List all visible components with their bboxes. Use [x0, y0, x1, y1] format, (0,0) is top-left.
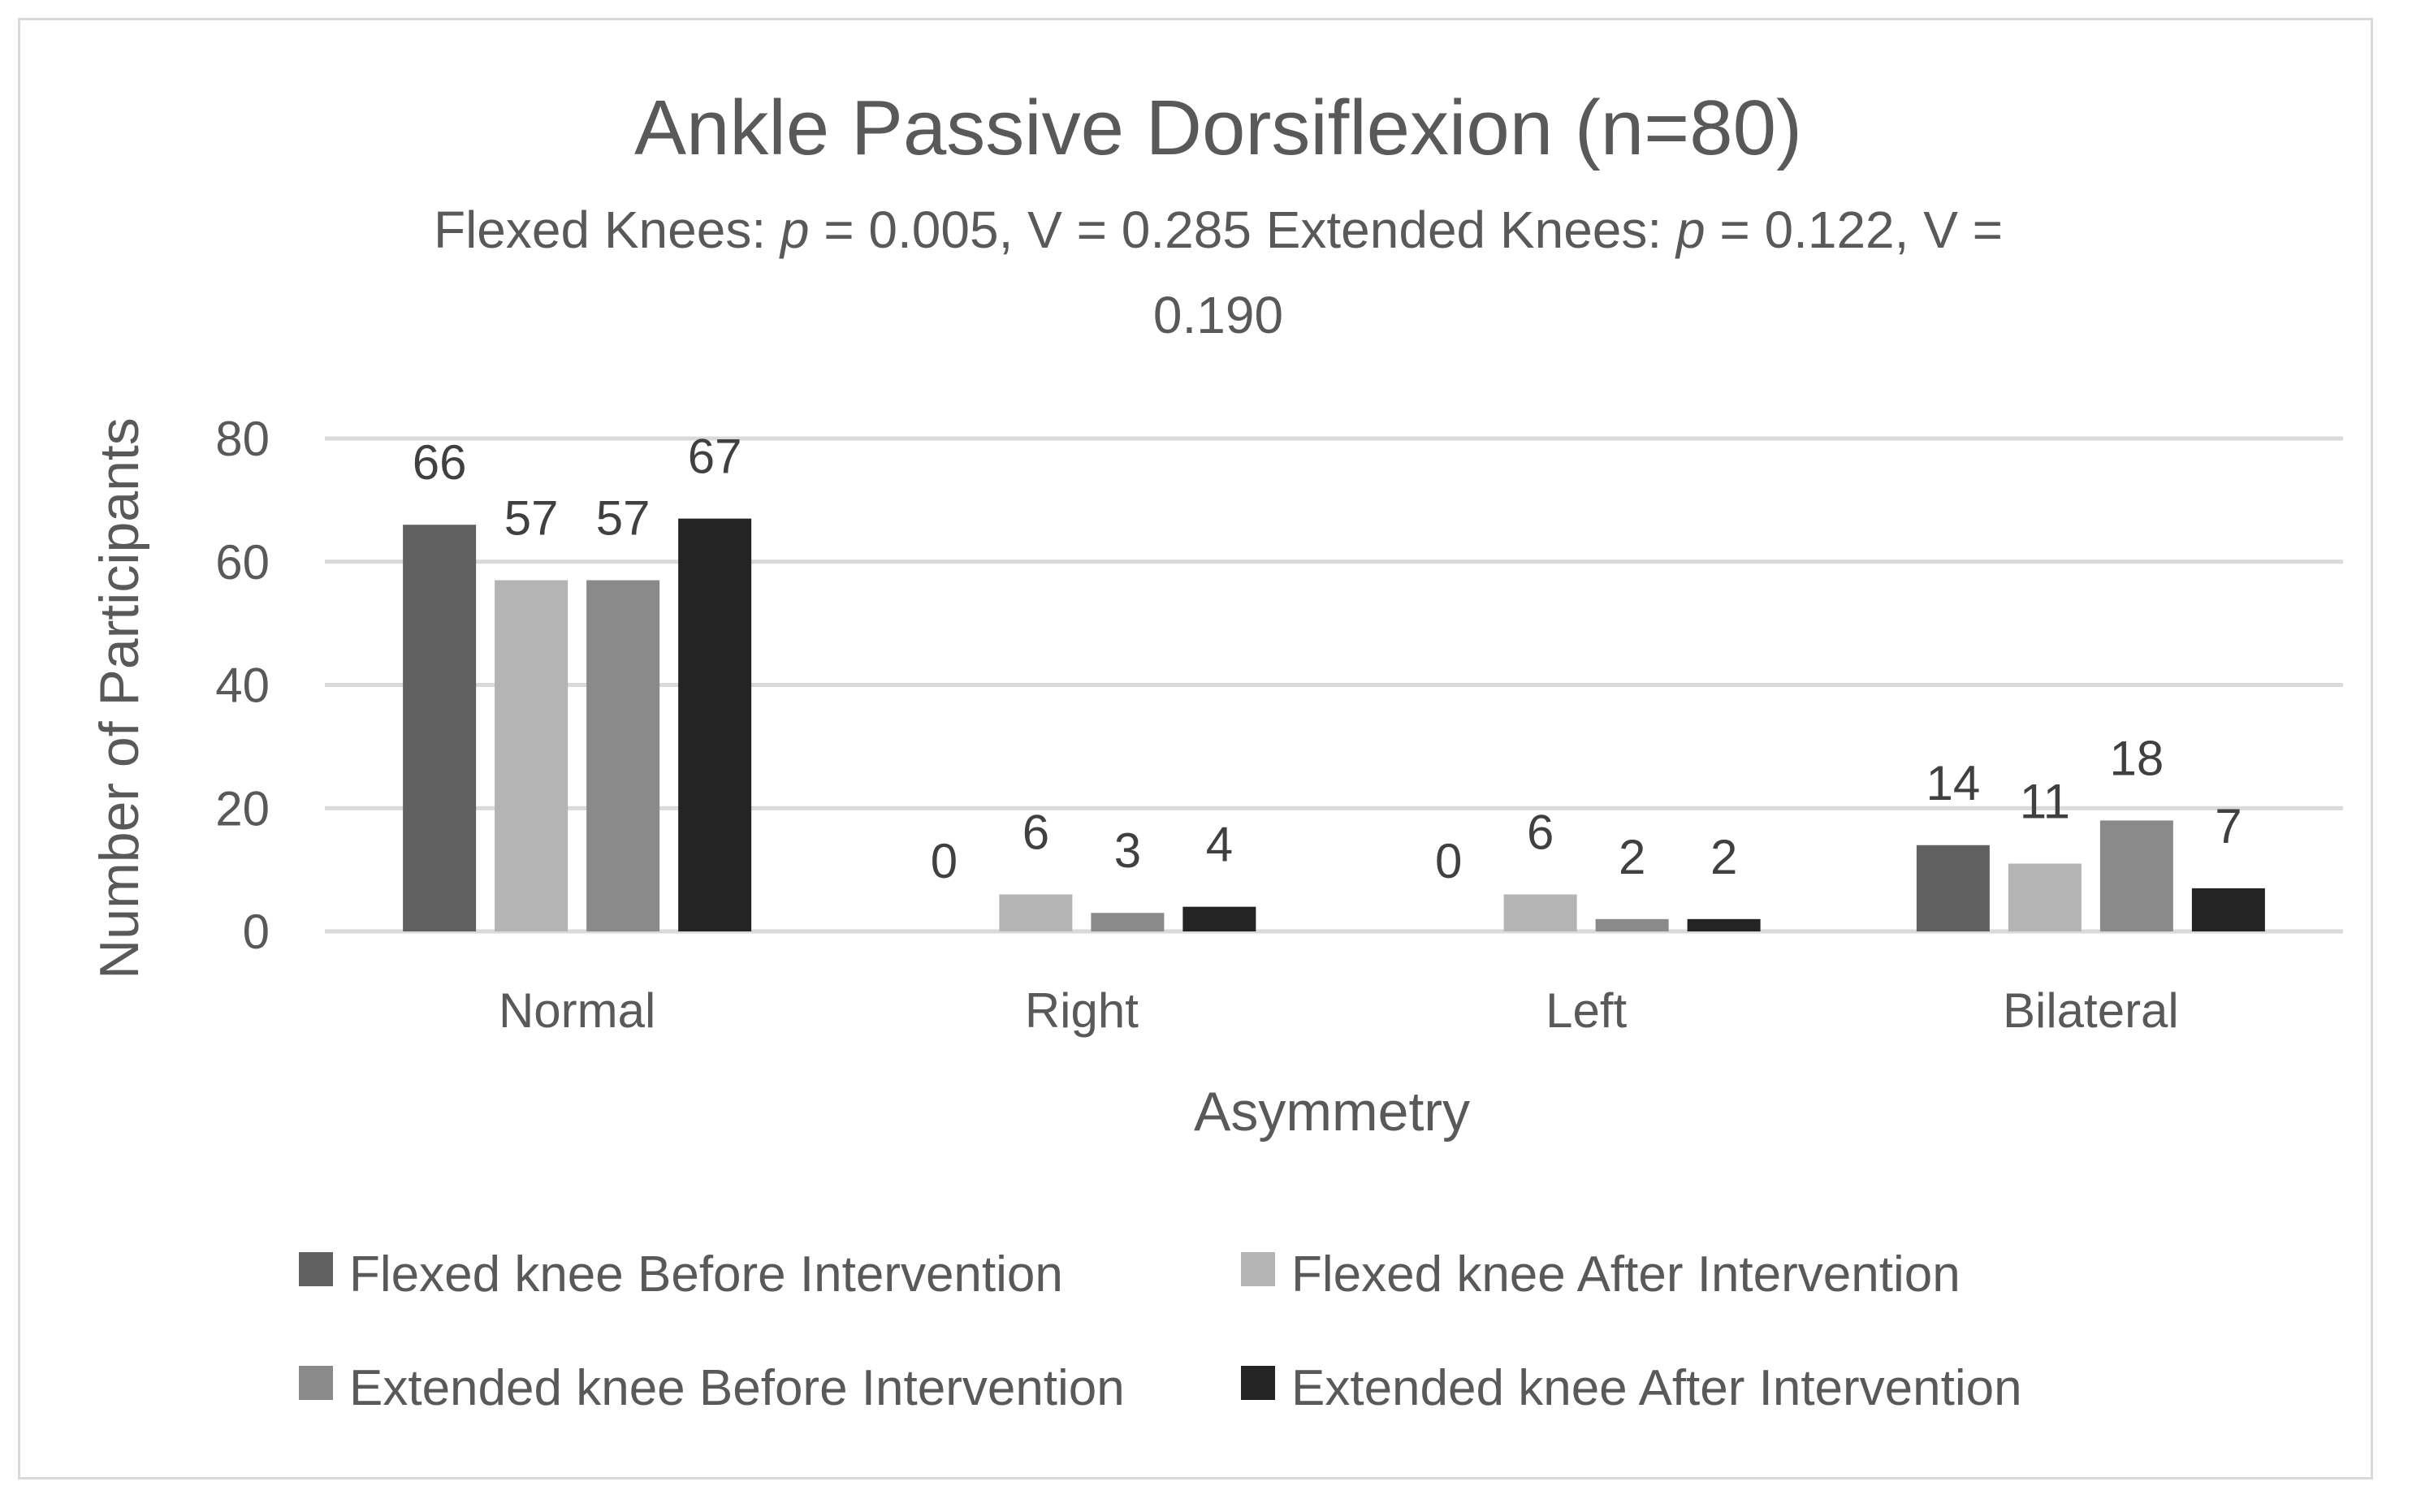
data-label: 57 — [504, 491, 559, 546]
bar-normal-series-1 — [403, 525, 477, 931]
data-label: 0 — [1435, 834, 1462, 888]
bar-left-series-3 — [1595, 918, 1669, 931]
data-label: 18 — [2110, 731, 2164, 785]
legend-label: Flexed knee Before Intervention — [349, 1246, 1063, 1302]
x-tick-label: Normal — [499, 983, 655, 1038]
legend-label: Extended knee After Intervention — [1291, 1360, 2022, 1416]
legend-swatch — [299, 1252, 333, 1286]
subtitle-suffix: = 0.122, V = — [1706, 201, 2004, 259]
data-label: 11 — [2020, 775, 2070, 829]
y-axis-title: Number of Participants — [89, 417, 150, 979]
y-tick-label: 60 — [215, 535, 270, 590]
bar-normal-series-4 — [678, 518, 752, 931]
data-label: 7 — [2215, 799, 2242, 853]
bars — [403, 518, 2265, 931]
data-label: 67 — [688, 430, 742, 484]
x-axis-title: Asymmetry — [1194, 1081, 1470, 1143]
subtitle-prefix: Flexed Knees: — [434, 201, 780, 259]
data-label: 2 — [1619, 830, 1645, 884]
legend-label: Flexed knee After Intervention — [1291, 1246, 1961, 1302]
bar-left-series-2 — [1503, 894, 1577, 931]
legend-item-1: Flexed knee Before Intervention — [299, 1246, 1063, 1302]
gridlines — [325, 436, 2343, 934]
legend-swatch — [1241, 1366, 1275, 1400]
bar-right-series-3 — [1091, 913, 1165, 931]
data-label: 57 — [596, 491, 651, 546]
chart-subtitle-line-2: 0.190 — [1153, 286, 1283, 344]
legend-label: Extended knee Before Intervention — [349, 1360, 1125, 1416]
data-label: 0 — [931, 834, 958, 888]
data-label: 4 — [1206, 818, 1233, 872]
x-tick-label: Bilateral — [2003, 983, 2179, 1038]
bar-bilateral-series-2 — [2008, 863, 2082, 931]
legend-item-3: Extended knee Before Intervention — [299, 1360, 1125, 1416]
bar-right-series-4 — [1182, 906, 1256, 931]
x-axis-ticks: Normal Right Left Bilateral — [499, 983, 2179, 1038]
chart-subtitle-line-1: Flexed Knees: p = 0.005, V = 0.285 Exten… — [434, 201, 2003, 259]
y-tick-label: 80 — [215, 412, 270, 466]
x-tick-label: Right — [1025, 983, 1139, 1038]
data-label: 66 — [413, 435, 467, 490]
bar-normal-series-2 — [495, 580, 569, 931]
legend-item-2: Flexed knee After Intervention — [1241, 1246, 1961, 1302]
subtitle-p-symbol-2: p — [1675, 201, 1706, 259]
y-tick-label: 40 — [215, 659, 270, 713]
subtitle-middle: = 0.005, V = 0.285 Extended Knees: — [809, 201, 1675, 259]
legend-swatch — [299, 1366, 333, 1400]
y-tick-label: 20 — [215, 781, 270, 836]
data-label: 2 — [1710, 830, 1737, 884]
subtitle-p-symbol-1: p — [779, 201, 810, 259]
bar-bilateral-series-3 — [2099, 820, 2173, 931]
x-tick-label: Left — [1546, 983, 1627, 1038]
bar-bilateral-series-4 — [2191, 888, 2265, 931]
data-label: 3 — [1114, 823, 1141, 878]
bar-normal-series-3 — [586, 580, 660, 931]
data-labels: 66 57 57 67 0 6 3 4 0 6 2 2 14 11 18 7 — [413, 430, 2242, 888]
data-label: 14 — [1926, 756, 1981, 810]
bar-right-series-2 — [999, 894, 1073, 931]
y-tick-label: 0 — [243, 905, 270, 959]
y-axis-ticks: 0 20 40 60 80 — [215, 412, 270, 959]
data-label: 6 — [1527, 805, 1554, 859]
bar-bilateral-series-1 — [1916, 845, 1990, 931]
legend-swatch — [1241, 1252, 1275, 1286]
chart-title: Ankle Passive Dorsiflexion (n=80) — [634, 84, 1802, 171]
data-label: 6 — [1022, 805, 1049, 859]
legend: Flexed knee Before Intervention Flexed kn… — [299, 1246, 2022, 1416]
bar-left-series-4 — [1687, 918, 1761, 931]
legend-item-4: Extended knee After Intervention — [1241, 1360, 2022, 1416]
